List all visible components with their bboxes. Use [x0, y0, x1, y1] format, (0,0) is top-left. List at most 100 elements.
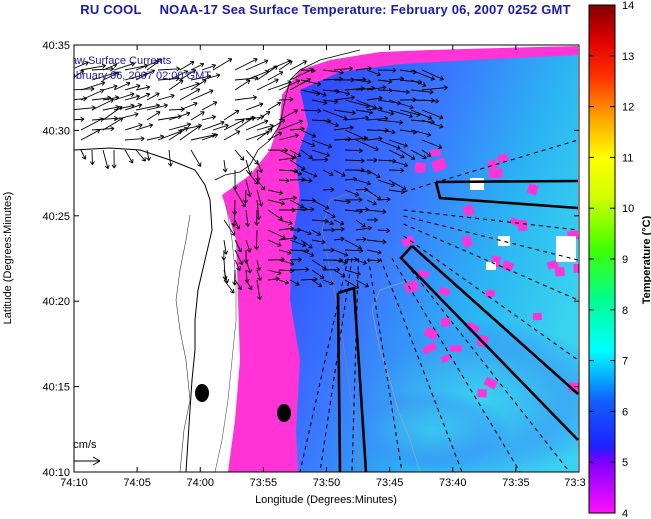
- current-arrow: [245, 279, 253, 291]
- current-arrow: [289, 78, 311, 91]
- current-arrow: [333, 125, 354, 131]
- current-arrow: [311, 99, 328, 106]
- cold-patch: [430, 157, 448, 173]
- current-arrow: [377, 67, 397, 73]
- y-tick-label: 40:20: [42, 296, 70, 308]
- current-arrow: [278, 235, 298, 241]
- current-arrow: [366, 85, 387, 91]
- current-arrow: [146, 111, 161, 121]
- current-arrow: [289, 68, 314, 81]
- current-arrow: [300, 229, 312, 236]
- current-arrow: [366, 116, 389, 122]
- current-arrow: [355, 236, 367, 242]
- coastline: [214, 49, 361, 181]
- buoy-marker: [195, 384, 209, 402]
- current-arrow: [102, 84, 118, 91]
- current-arrow: [355, 109, 374, 115]
- cold-patch: [449, 345, 462, 352]
- cold-patch: [497, 153, 509, 164]
- transect-line: [403, 235, 579, 361]
- current-arrow: [355, 65, 372, 71]
- current-arrow: [201, 63, 216, 71]
- cold-patch: [573, 263, 579, 273]
- current-arrow: [388, 99, 414, 110]
- cold-patch: [421, 341, 438, 355]
- current-arrow: [74, 61, 89, 69]
- current-arrow: [168, 122, 192, 131]
- current-arrow: [256, 179, 266, 191]
- y-tick-label: 40:30: [42, 125, 70, 137]
- current-arrow: [344, 197, 363, 203]
- current-arrow: [410, 129, 432, 137]
- current-arrow: [278, 178, 290, 184]
- current-arrow: [234, 279, 242, 290]
- current-arrow: [179, 88, 201, 101]
- current-arrow: [135, 123, 154, 131]
- current-arrow: [256, 78, 279, 91]
- current-arrow: [344, 269, 361, 276]
- cold-patch: [465, 321, 480, 334]
- shipping-lane: [399, 245, 579, 441]
- current-arrow: [278, 219, 293, 226]
- cold-patch: [554, 266, 566, 277]
- current-arrow: [146, 103, 168, 111]
- current-arrow: [278, 259, 295, 266]
- current-arrow: [366, 217, 378, 223]
- current-arrow: [333, 95, 355, 101]
- current-arrow: [289, 239, 307, 248]
- cold-patch: [441, 317, 451, 327]
- current-arrow: [366, 258, 381, 264]
- current-arrow: [366, 209, 387, 215]
- plot-area: Raw Surface Currents February 06, 2007 0…: [74, 45, 579, 472]
- current-arrow: [234, 259, 241, 271]
- current-arrow: [190, 62, 205, 71]
- colorbar-tick-label: 14: [622, 0, 634, 12]
- cold-patch: [401, 235, 416, 248]
- x-tick-label: 73:45: [376, 477, 404, 489]
- current-arrow: [179, 69, 197, 81]
- scale-arrow-head: [92, 456, 101, 466]
- current-arrow: [311, 229, 322, 236]
- current-arrow: [223, 279, 235, 294]
- colorbar-tick-label: 8: [622, 305, 628, 317]
- current-arrow: [267, 239, 282, 247]
- current-arrow: [91, 98, 114, 111]
- current-arrow: [256, 259, 262, 271]
- current-arrow: [135, 85, 151, 91]
- current-arrow: [344, 158, 365, 164]
- current-arrow: [311, 199, 330, 210]
- current-arrow: [256, 269, 262, 281]
- current-arrow: [201, 101, 218, 111]
- current-arrow: [267, 269, 282, 276]
- current-arrow: [300, 249, 315, 257]
- warm-eddy: [350, 390, 510, 470]
- current-arrow: [300, 108, 322, 114]
- current-arrow: [80, 80, 106, 91]
- current-arrow: [267, 71, 284, 81]
- current-arrow: [256, 159, 263, 174]
- current-arrow: [322, 119, 339, 128]
- no-data-patch: [498, 236, 510, 246]
- buoy-marker: [277, 404, 291, 422]
- current-arrow: [388, 89, 410, 95]
- current-arrow: [102, 63, 118, 71]
- current-arrow: [278, 119, 303, 131]
- cold-patch: [461, 235, 473, 248]
- current-arrow: [267, 229, 286, 240]
- current-arrow: [311, 139, 333, 149]
- current-arrow: [311, 89, 327, 97]
- current-arrow: [223, 219, 235, 236]
- current-arrow: [245, 102, 264, 111]
- current-arrow: [344, 248, 364, 254]
- current-arrow: [355, 99, 377, 110]
- current-arrow: [388, 139, 408, 148]
- current-arrow: [223, 130, 241, 141]
- current-arrow: [234, 189, 246, 208]
- current-arrow: [256, 111, 271, 121]
- no-data-patch: [556, 236, 576, 262]
- current-arrow: [232, 169, 238, 191]
- x-tick-label: 73:50: [313, 477, 341, 489]
- current-arrow: [234, 57, 258, 71]
- current-arrow: [80, 149, 87, 160]
- current-arrow: [333, 219, 345, 226]
